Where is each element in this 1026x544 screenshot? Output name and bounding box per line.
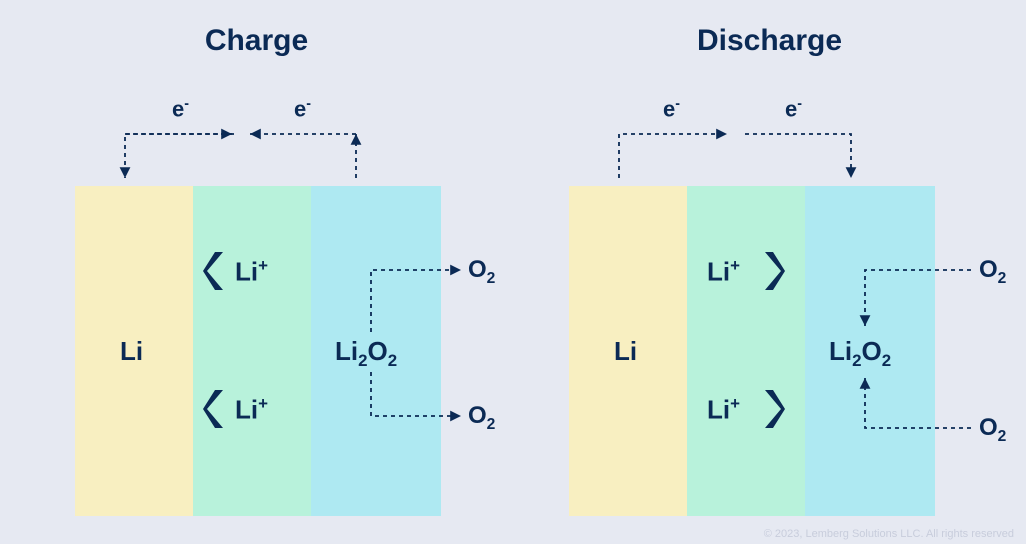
o2-label-1: O2 [979,256,1006,288]
battery-charge: Li Li+ Li+ Li2O2 [75,186,441,516]
electron-arrows-charge-corr [0,0,513,200]
battery-discharge: Li Li+ Li+ Li2O2 [569,186,935,516]
o2-arrows-charge [75,186,545,516]
copyright-text: © 2023, Lemberg Solutions LLC. All right… [764,528,1014,540]
o2-label-2: O2 [468,402,495,434]
o2-label-2: O2 [979,414,1006,446]
panel-discharge: Discharge e- e- Li Li+ Li+ Li2O2 [513,0,1026,544]
electron-arrows-discharge [513,0,1026,200]
o2-arrows-discharge [569,186,1026,516]
panel-charge: Charge e- e- [0,0,513,544]
o2-label-1: O2 [468,256,495,288]
